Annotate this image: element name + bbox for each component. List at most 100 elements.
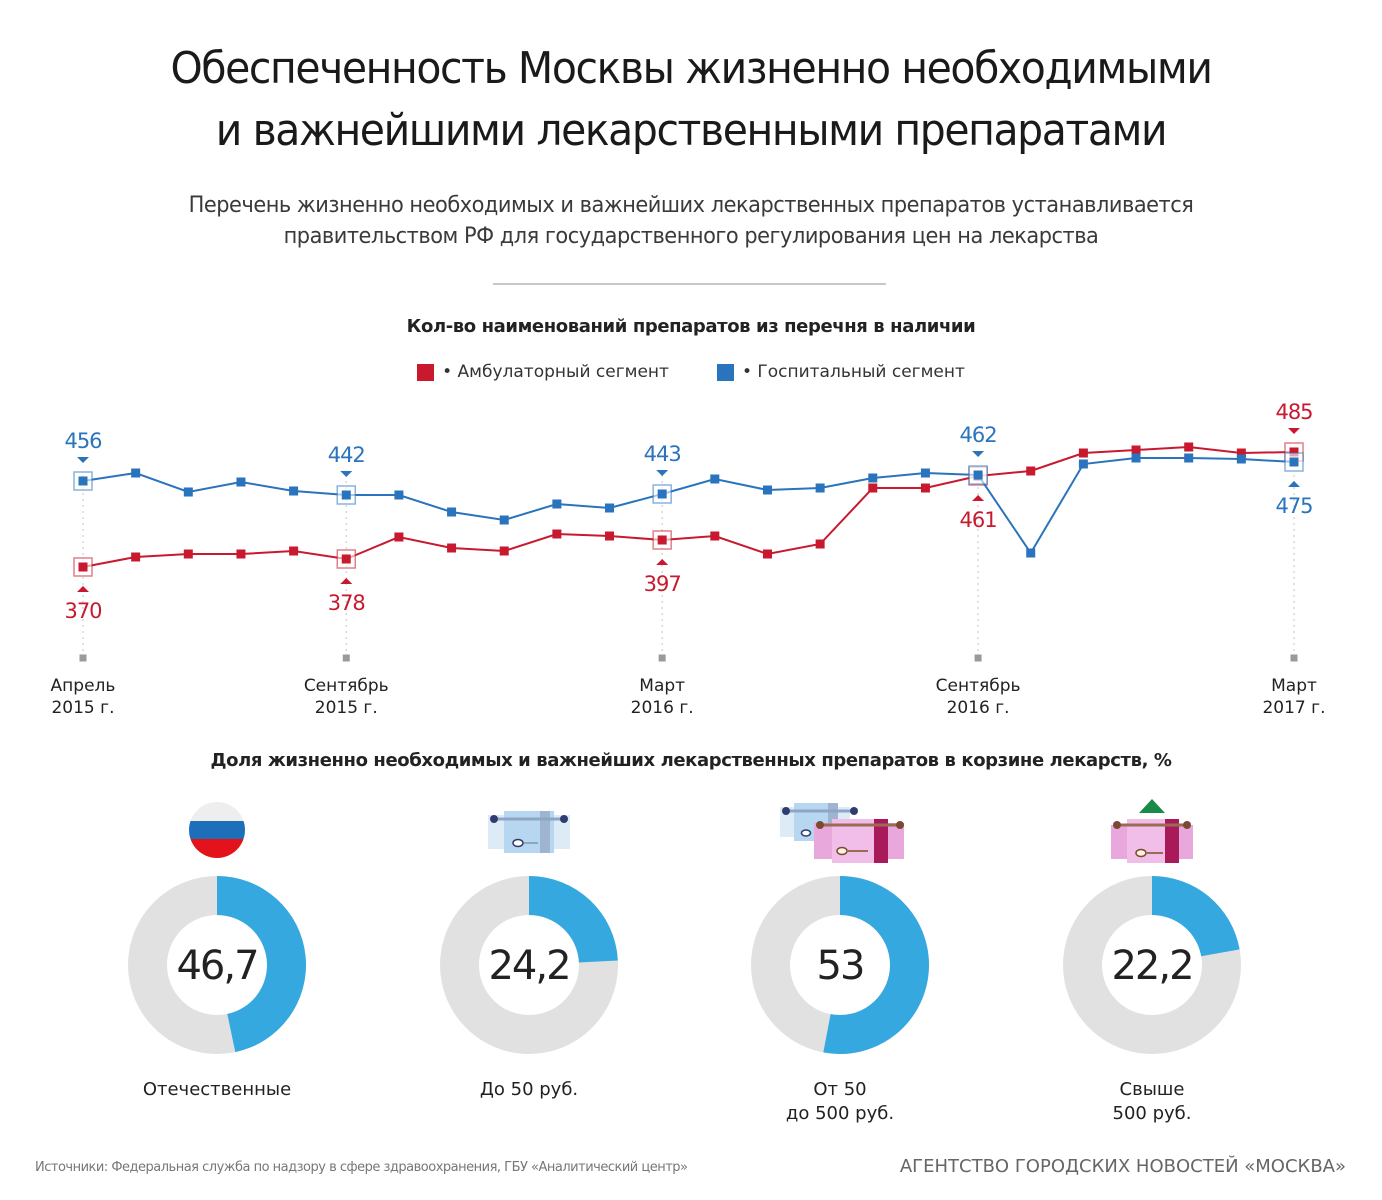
data-point-ambulatory: [341, 554, 351, 564]
x-tick-label-year: 2015 г.: [51, 698, 114, 718]
donut-category-label-line: Отечественные: [142, 1079, 292, 1100]
subtitle-line-1: Перечень жизненно необходимых и важнейши…: [188, 193, 1194, 218]
data-point-ambulatory: [920, 483, 930, 493]
donut-value-label: 22,2: [1111, 943, 1192, 989]
donut-value-label: 24,2: [488, 943, 569, 989]
subtitle-line-2: правительством РФ для государственного р…: [283, 224, 1099, 249]
data-point-ambulatory: [183, 549, 193, 559]
data-point-hospital: [815, 483, 825, 493]
donut-category-label: Свыше 500 руб.: [1042, 1078, 1262, 1126]
line-chart-legend: • Амбулаторный сегмент • Госпитальный се…: [0, 362, 1382, 382]
data-point-ambulatory: [552, 529, 562, 539]
data-point-hospital: [1026, 548, 1036, 558]
data-point-ambulatory: [1131, 445, 1141, 455]
donut-slice: [217, 876, 306, 1053]
data-point-hospital: [131, 468, 141, 478]
donut-chart: 53: [751, 876, 929, 1054]
russian-flag-icon: [107, 795, 327, 865]
legend-item-hospital: • Госпитальный сегмент: [716, 362, 965, 382]
donut-category-label: От 50 до 500 руб.: [730, 1078, 950, 1126]
x-tick-label-month: Апрель: [51, 676, 116, 696]
banknote-arrow-up-icon: [1042, 795, 1262, 865]
pointer-up-icon: [1288, 481, 1300, 487]
x-tick-label-month: Сентябрь: [936, 676, 1021, 696]
donut-section-title: Доля жизненно необходимых и важнейших ле…: [210, 750, 1172, 771]
donut-item: 22,2 Свыше 500 руб.: [1042, 795, 1262, 1126]
pointer-down-icon: [340, 471, 353, 477]
data-point-ambulatory: [1236, 448, 1246, 458]
data-point-ambulatory: [710, 531, 720, 541]
donut-item: 46,7 Отечественные: [107, 795, 327, 1102]
data-label-hospital: 443: [644, 442, 681, 466]
data-point-hospital: [183, 487, 193, 497]
data-label-ambulatory: 485: [1275, 400, 1312, 424]
x-axis-tick: [342, 654, 350, 662]
donut-chart: 46,7: [128, 876, 306, 1054]
data-point-hospital: [552, 499, 562, 509]
data-label-hospital: 442: [328, 443, 365, 467]
pointer-down-icon: [77, 457, 89, 463]
data-point-hospital: [1078, 459, 1088, 469]
source-note: Источники: Федеральная служба по надзору…: [35, 1160, 688, 1175]
x-tick-label-month: Сентябрь: [304, 676, 389, 696]
pointer-down-icon: [972, 451, 985, 457]
donut-chart: 22,2: [1063, 876, 1241, 1054]
agency-credit: АГЕНТСТВО ГОРОДСКИХ НОВОСТЕЙ «МОСКВА»: [899, 1156, 1346, 1177]
donut-category-label: До 50 руб.: [419, 1078, 639, 1102]
data-point-ambulatory: [605, 531, 615, 541]
donut-value-label: 53: [817, 943, 864, 989]
data-point-ambulatory: [131, 552, 141, 562]
data-point-hospital: [447, 507, 457, 517]
data-point-ambulatory: [236, 549, 246, 559]
data-label-ambulatory: 397: [644, 572, 681, 596]
series-line-hospital: [82, 457, 1295, 555]
donut-item: 53 От 50 до 500 руб.: [730, 795, 950, 1126]
data-point-hospital: [289, 486, 299, 496]
x-axis-tick: [79, 654, 87, 662]
legend-item-ambulatory: • Амбулаторный сегмент: [417, 362, 669, 382]
data-point-ambulatory: [815, 539, 825, 549]
x-tick-label-year: 2015 г.: [315, 698, 378, 718]
page-title: Обеспеченность Москвы жизненно необходим…: [48, 38, 1333, 162]
data-point-hospital: [762, 485, 772, 495]
single-banknote-icon: [419, 795, 639, 865]
pointer-down-icon: [1288, 428, 1300, 434]
title-line-1: Обеспеченность Москвы жизненно необходим…: [170, 43, 1212, 94]
data-label-ambulatory: 378: [328, 591, 365, 615]
data-point-ambulatory: [657, 535, 667, 545]
data-label-hospital: 475: [1275, 494, 1312, 518]
data-point-hospital: [973, 470, 983, 480]
data-point-hospital: [394, 490, 404, 500]
data-point-ambulatory: [1289, 447, 1299, 457]
data-point-ambulatory: [1078, 448, 1088, 458]
data-point-ambulatory: [447, 543, 457, 553]
donut-value-label: 46,7: [176, 943, 257, 989]
donut-slice: [1152, 876, 1240, 957]
data-point-hospital: [78, 476, 88, 486]
data-label-ambulatory: 370: [64, 599, 101, 623]
data-point-hospital: [236, 477, 246, 487]
data-point-hospital: [1236, 454, 1246, 464]
pointer-up-icon: [972, 495, 985, 501]
donut-slice: [823, 876, 929, 1054]
legend-label-ambulatory: • Амбулаторный сегмент: [442, 362, 669, 382]
data-point-ambulatory: [78, 562, 88, 572]
line-chart-title: Кол-во наименований препаратов из перечн…: [406, 316, 976, 337]
data-point-ambulatory: [394, 532, 404, 542]
x-tick-label-month: Март: [1271, 676, 1317, 696]
x-tick-label-year: 2016 г.: [947, 698, 1010, 718]
donut-item: 24,2 До 50 руб.: [419, 795, 639, 1102]
data-point-ambulatory: [1184, 442, 1194, 452]
donut-category-label-line: 500 руб.: [1112, 1103, 1192, 1124]
x-axis-tick: [1290, 654, 1298, 662]
data-label-hospital: 456: [64, 429, 102, 453]
data-point-hospital: [920, 468, 930, 478]
pointer-up-icon: [656, 559, 669, 565]
donut-category-label-line: От 50: [813, 1079, 867, 1100]
data-point-ambulatory: [868, 483, 878, 493]
legend-label-hospital: • Госпитальный сегмент: [741, 362, 965, 382]
legend-swatch-hospital: [716, 363, 734, 381]
data-point-hospital: [868, 473, 878, 483]
x-tick-label-year: 2016 г.: [631, 698, 694, 718]
x-axis-tick: [974, 654, 982, 662]
